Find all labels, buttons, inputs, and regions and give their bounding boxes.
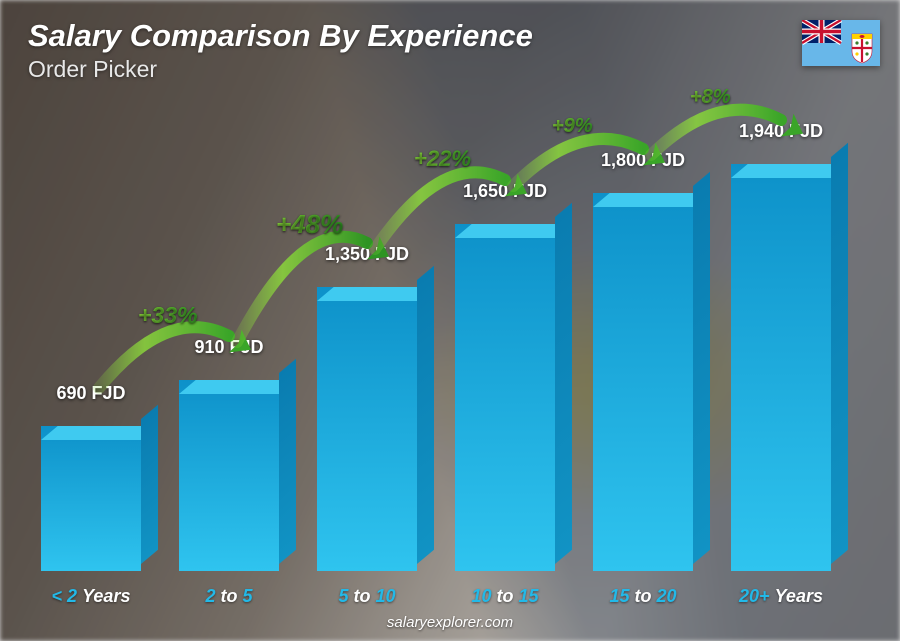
bar-side-face [831, 143, 848, 564]
bar-value-label: 1,350 FJD [325, 244, 409, 265]
bar-3d [179, 380, 279, 571]
increase-percent-label: +48% [276, 209, 343, 240]
bar-group: 1,940 FJD 20+ Years [719, 121, 843, 571]
bar-value-label: 1,800 FJD [601, 150, 685, 171]
footer-attribution: salaryexplorer.com [0, 614, 900, 631]
bar-group: 1,800 FJD 15 to 20 [581, 150, 705, 571]
bar-category-label: < 2 Years [52, 586, 131, 607]
bar-front-face [41, 426, 141, 571]
bar-category-label: 10 to 15 [471, 586, 538, 607]
bar-3d [731, 164, 831, 571]
bar-group: 910 FJD 2 to 5 [167, 337, 291, 571]
bar-3d [593, 193, 693, 571]
bar-value-label: 1,650 FJD [463, 181, 547, 202]
bar-category-label: 5 to 10 [338, 586, 395, 607]
bar-side-face [555, 203, 572, 564]
increase-percent-label: +9% [552, 115, 593, 138]
bar-side-face [417, 266, 434, 564]
bar-front-face [455, 224, 555, 571]
country-flag-fiji [802, 20, 880, 66]
bar-side-face [693, 172, 710, 564]
increase-percent-label: +8% [690, 86, 731, 109]
bar-group: 690 FJD < 2 Years [29, 383, 153, 571]
bar-value-label: 1,940 FJD [739, 121, 823, 142]
bar-category-label: 2 to 5 [205, 586, 252, 607]
bar-category-label: 20+ Years [739, 586, 823, 607]
bar-side-face [279, 359, 296, 564]
bar-value-label: 690 FJD [56, 383, 125, 404]
bar-front-face [593, 193, 693, 571]
bar-group: 1,650 FJD 10 to 15 [443, 181, 567, 571]
bar-front-face [317, 287, 417, 571]
chart-subtitle: Order Picker [28, 56, 533, 83]
bar-front-face [179, 380, 279, 571]
bar-value-label: 910 FJD [194, 337, 263, 358]
chart-title: Salary Comparison By Experience [28, 18, 533, 54]
bar-front-face [731, 164, 831, 571]
increase-percent-label: +33% [138, 302, 197, 329]
chart-header: Salary Comparison By Experience Order Pi… [28, 18, 533, 83]
bar-side-face [141, 405, 158, 564]
bar-3d [41, 426, 141, 571]
increase-percent-label: +22% [414, 146, 471, 172]
bar-category-label: 15 to 20 [609, 586, 676, 607]
bar-group: 1,350 FJD 5 to 10 [305, 244, 429, 571]
salary-bar-chart: 690 FJD < 2 Years 910 FJD 2 to 5 1,350 F… [22, 91, 850, 571]
bar-3d [317, 287, 417, 571]
bar-3d [455, 224, 555, 571]
